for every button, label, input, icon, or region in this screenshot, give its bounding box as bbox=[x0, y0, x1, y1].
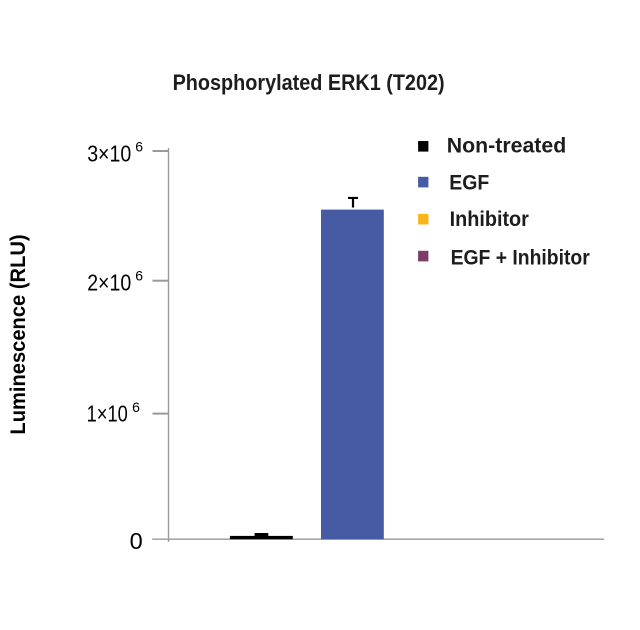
svg-text:6: 6 bbox=[135, 138, 143, 154]
svg-text:3×10: 3×10 bbox=[87, 141, 131, 167]
svg-text:6: 6 bbox=[135, 267, 143, 283]
svg-text:2×10: 2×10 bbox=[87, 270, 131, 296]
svg-text:Non-treated: Non-treated bbox=[447, 134, 566, 158]
svg-text:EGF: EGF bbox=[449, 170, 489, 194]
svg-text:Phosphorylated ERK1 (T202): Phosphorylated ERK1 (T202) bbox=[173, 70, 445, 95]
svg-text:Inhibitor: Inhibitor bbox=[450, 207, 529, 231]
svg-text:EGF + Inhibitor: EGF + Inhibitor bbox=[451, 246, 590, 270]
svg-text:1×10: 1×10 bbox=[87, 401, 128, 427]
svg-text:0: 0 bbox=[130, 528, 143, 554]
svg-text:Luminescence (RLU): Luminescence (RLU) bbox=[6, 234, 30, 434]
svg-text:6: 6 bbox=[132, 399, 140, 415]
